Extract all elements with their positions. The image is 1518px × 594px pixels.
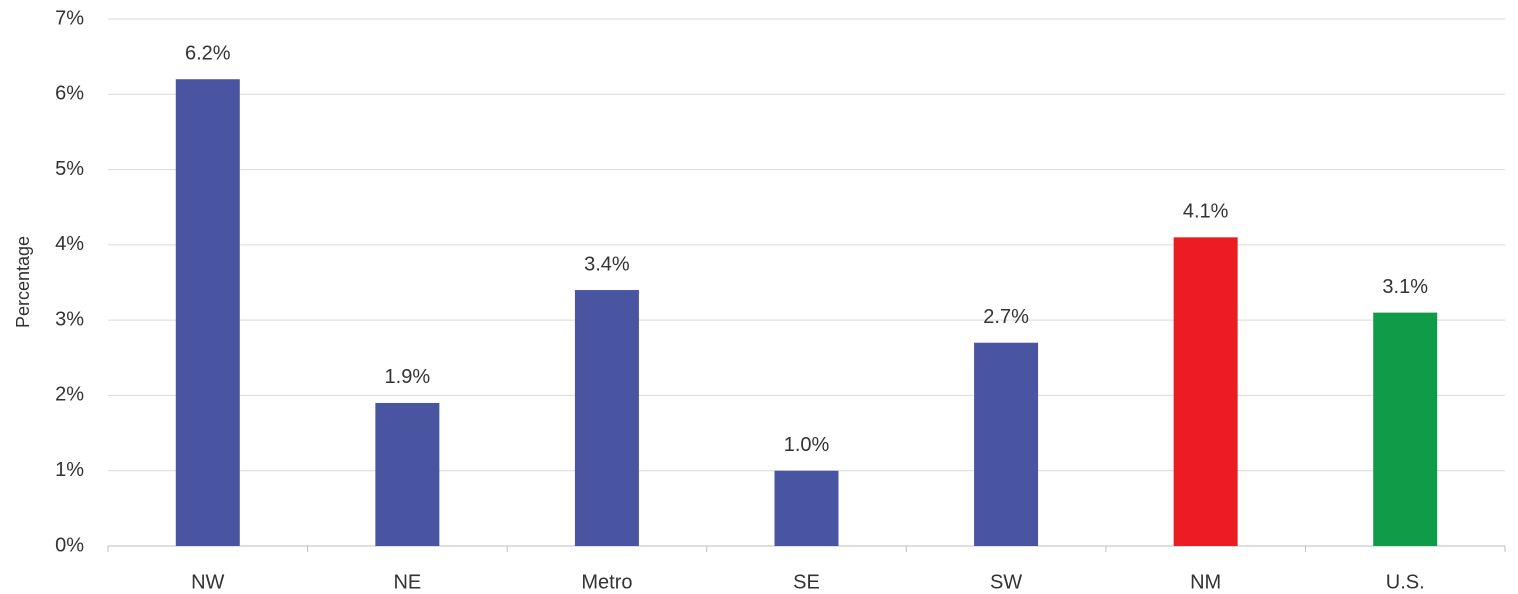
bar [1373,312,1438,546]
x-tick-label: SE [793,571,820,593]
value-label: 1.0% [784,434,830,456]
bar [774,470,839,546]
value-label: 3.1% [1382,276,1428,298]
y-tick-label: 7% [55,7,84,29]
value-label: 6.2% [185,43,231,65]
y-axis-label: Percentage [13,236,33,328]
x-tick-label: Metro [581,571,632,593]
y-tick-label: 4% [55,233,84,255]
y-tick-label: 3% [55,308,84,330]
x-tick-label: U.S. [1386,571,1425,593]
y-tick-label: 5% [55,158,84,180]
y-tick-label: 2% [55,384,84,406]
x-tick-label: SW [990,571,1022,593]
bar [1173,237,1238,547]
value-label: 2.7% [983,306,1029,328]
y-tick-label: 6% [55,83,84,105]
bar [175,79,240,546]
x-tick-label: NE [393,571,421,593]
value-label: 4.1% [1183,201,1229,223]
value-label: 3.4% [584,253,630,275]
value-label: 1.9% [385,366,431,388]
bar [974,342,1039,546]
x-tick-label: NW [191,571,224,593]
y-tick-label: 0% [55,534,84,556]
bar [375,402,440,546]
y-tick-label: 1% [55,459,84,481]
bar [574,290,639,546]
x-tick-label: NM [1190,571,1221,593]
